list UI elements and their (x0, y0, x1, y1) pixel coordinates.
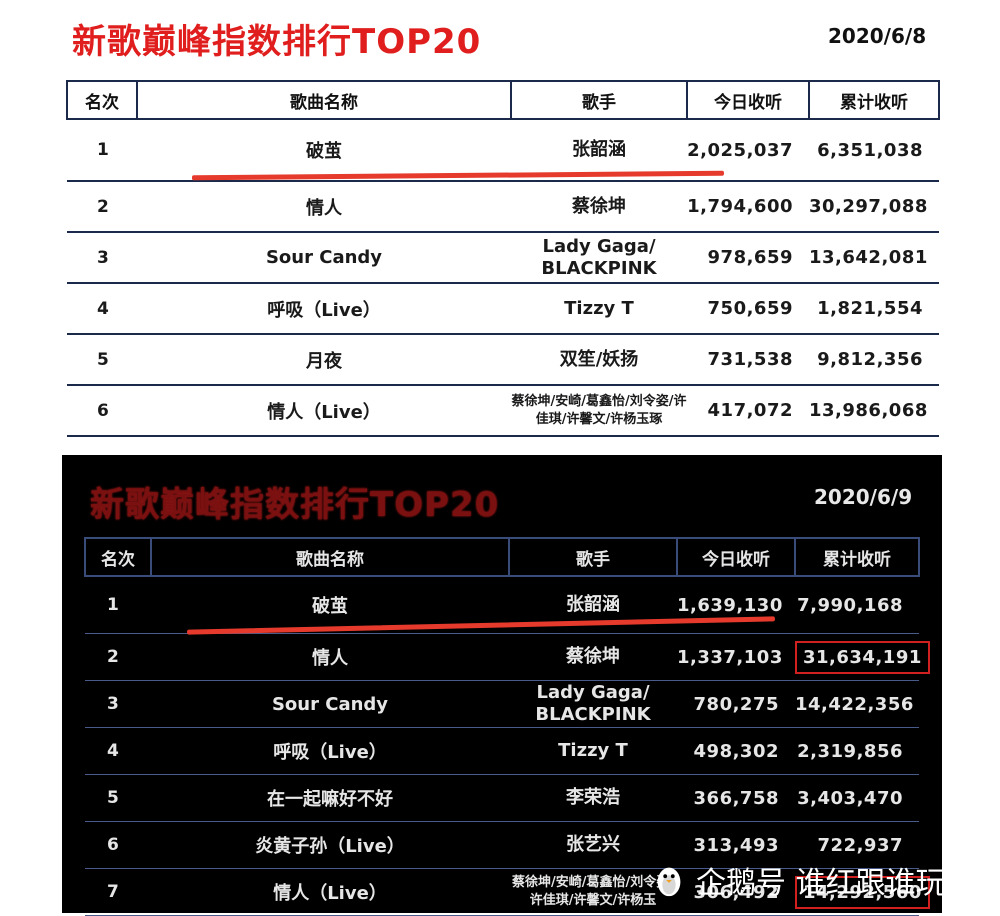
artist-cell: 张艺兴 (509, 821, 677, 869)
total-plays-cell: 13,642,081 (809, 232, 939, 284)
today-plays-cell: 498,302 (677, 727, 795, 775)
total-plays-cell: 31,634,191 (795, 633, 930, 681)
table-row: 5 月夜 双笙/妖扬 731,538 9,812,356 (67, 334, 939, 386)
song-cell: 炎黄子孙（Live） (151, 821, 509, 869)
today-plays-cell: 1,794,600 (687, 181, 809, 233)
header-artist: 歌手 (508, 537, 678, 577)
today-plays-cell: 780,275 (677, 680, 795, 728)
header-total-plays: 累计收听 (808, 80, 940, 120)
table-row: 6 情人（Live） 蔡徐坤/安崎/葛鑫怡/刘令姿/许佳琪/许馨文/许杨玉琢 4… (67, 385, 939, 437)
rank-cell: 4 (85, 727, 151, 775)
header-today-plays: 今日收听 (686, 80, 810, 120)
rank-cell: 6 (85, 821, 151, 869)
total-plays-cell: 7,990,168 (795, 576, 919, 634)
today-plays-cell: 750,659 (687, 283, 809, 335)
chart-date: 2020/6/8 (828, 24, 927, 48)
watermark: 企鹅号 谁红跟谁玩 (650, 858, 946, 902)
chart-title: 新歌巅峰指数排行TOP20 (90, 485, 500, 525)
rank-cell: 1 (85, 576, 151, 634)
artist-cell: Lady Gaga/ BLACKPINK (509, 680, 677, 728)
total-plays-cell: 14,422,356 (795, 680, 919, 728)
song-cell: 月夜 (137, 334, 511, 386)
total-plays-cell: 722,937 (795, 821, 919, 869)
highlight-box: 14,292,560 (795, 875, 930, 909)
artist-cell: 蔡徐坤 (509, 633, 677, 681)
table-row: 7 情人（Live） 蔡徐坤/安崎/葛鑫怡/刘令姿/许佳琪/许馨文/许杨玉 30… (85, 868, 930, 916)
song-cell: 呼吸（Live） (137, 283, 511, 335)
table-row: 3 Sour Candy Lady Gaga/ BLACKPINK 978,65… (67, 232, 939, 284)
song-cell: 呼吸（Live） (151, 727, 509, 775)
table-header-row: 名次 歌曲名称 歌手 今日收听 累计收听 (84, 537, 920, 577)
artist-cell: 李荣浩 (509, 774, 677, 822)
song-cell: Sour Candy (137, 232, 511, 284)
total-plays-cell: 3,403,470 (795, 774, 919, 822)
chart-title: 新歌巅峰指数排行TOP20 (72, 22, 482, 62)
total-plays-cell: 30,297,088 (809, 181, 939, 233)
artist-cell: Tizzy T (509, 727, 677, 775)
today-plays-cell: 1,639,130 (677, 576, 795, 634)
today-plays-cell: 731,538 (687, 334, 809, 386)
rank-cell: 6 (67, 385, 137, 437)
table-header-row: 名次 歌曲名称 歌手 今日收听 累计收听 (66, 80, 940, 120)
rank-cell: 5 (67, 334, 137, 386)
table-row: 6 炎黄子孙（Live） 张艺兴 313,493 722,937 (85, 821, 919, 869)
total-plays-cell: 6,351,038 (809, 119, 939, 182)
header-today-plays: 今日收听 (676, 537, 796, 577)
ranking-table: 名次 歌曲名称 歌手 今日收听 累计收听 1 破茧 张韶涵 2,025,037 … (66, 80, 940, 437)
header-rank: 名次 (84, 537, 152, 577)
ranking-panel-2020-6-8: 新歌巅峰指数排行TOP20 2020/6/8 名次 歌曲名称 歌手 今日收听 累… (0, 0, 1000, 440)
table-row: 5 在一起嘛好不好 李荣浩 366,758 3,403,470 (85, 774, 919, 822)
artist-cell: 双笙/妖扬 (511, 334, 687, 386)
rank-cell: 3 (85, 680, 151, 728)
table-row: 1 破茧 张韶涵 2,025,037 6,351,038 (67, 119, 939, 182)
artist-cell: Tizzy T (511, 283, 687, 335)
total-plays-cell: 1,821,554 (809, 283, 939, 335)
today-plays-cell: 978,659 (687, 232, 809, 284)
rank-cell: 4 (67, 283, 137, 335)
song-cell: 情人（Live） (137, 385, 511, 437)
song-cell: Sour Candy (151, 680, 509, 728)
today-plays-cell: 306,492 (677, 868, 795, 916)
header-song: 歌曲名称 (136, 80, 512, 120)
today-plays-cell: 313,493 (677, 821, 795, 869)
ranking-table: 名次 歌曲名称 歌手 今日收听 累计收听 1 破茧 张韶涵 1,639,130 … (84, 537, 930, 916)
today-plays-cell: 1,337,103 (677, 633, 795, 681)
rank-cell: 7 (85, 868, 151, 916)
artist-cell: 蔡徐坤/安崎/葛鑫怡/刘令姿/许佳琪/许馨文/许杨玉琢 (511, 385, 687, 437)
today-plays-cell: 417,072 (687, 385, 809, 437)
total-plays-cell: 13,986,068 (809, 385, 939, 437)
rank-cell: 2 (85, 633, 151, 681)
artist-cell: 蔡徐坤/安崎/葛鑫怡/刘令姿/许佳琪/许馨文/许杨玉 (509, 868, 677, 916)
table-row: 4 呼吸（Live） Tizzy T 498,302 2,319,856 (85, 727, 919, 775)
penguin-icon (657, 867, 681, 897)
song-cell: 在一起嘛好不好 (151, 774, 509, 822)
song-cell: 情人 (137, 181, 511, 233)
ranking-panel-2020-6-9: 新歌巅峰指数排行TOP20 2020/6/9 名次 歌曲名称 歌手 今日收听 累… (62, 455, 942, 916)
total-plays-cell: 2,319,856 (795, 727, 919, 775)
total-plays-cell: 9,812,356 (809, 334, 939, 386)
total-plays-cell: 14,292,560 (795, 868, 930, 916)
highlight-box: 31,634,191 (795, 640, 930, 674)
table-row: 4 呼吸（Live） Tizzy T 750,659 1,821,554 (67, 283, 939, 335)
watermark-text: 企鹅号 谁红跟谁玩 (696, 866, 946, 901)
artist-cell: 蔡徐坤 (511, 181, 687, 233)
chart-date: 2020/6/9 (814, 485, 913, 509)
table-row: 3 Sour Candy Lady Gaga/ BLACKPINK 780,27… (85, 680, 919, 728)
rank-cell: 5 (85, 774, 151, 822)
header-rank: 名次 (66, 80, 138, 120)
header-artist: 歌手 (510, 80, 688, 120)
today-plays-cell: 366,758 (677, 774, 795, 822)
rank-cell: 2 (67, 181, 137, 233)
table-row: 2 情人 蔡徐坤 1,794,600 30,297,088 (67, 181, 939, 233)
song-cell: 情人 (151, 633, 509, 681)
artist-cell: Lady Gaga/ BLACKPINK (511, 232, 687, 284)
song-cell: 破茧 (137, 119, 511, 182)
song-cell: 情人（Live） (151, 868, 509, 916)
header-total-plays: 累计收听 (794, 537, 920, 577)
rank-cell: 1 (67, 119, 137, 182)
table-row: 2 情人 蔡徐坤 1,337,103 31,634,191 (85, 633, 930, 681)
header-song: 歌曲名称 (150, 537, 510, 577)
rank-cell: 3 (67, 232, 137, 284)
